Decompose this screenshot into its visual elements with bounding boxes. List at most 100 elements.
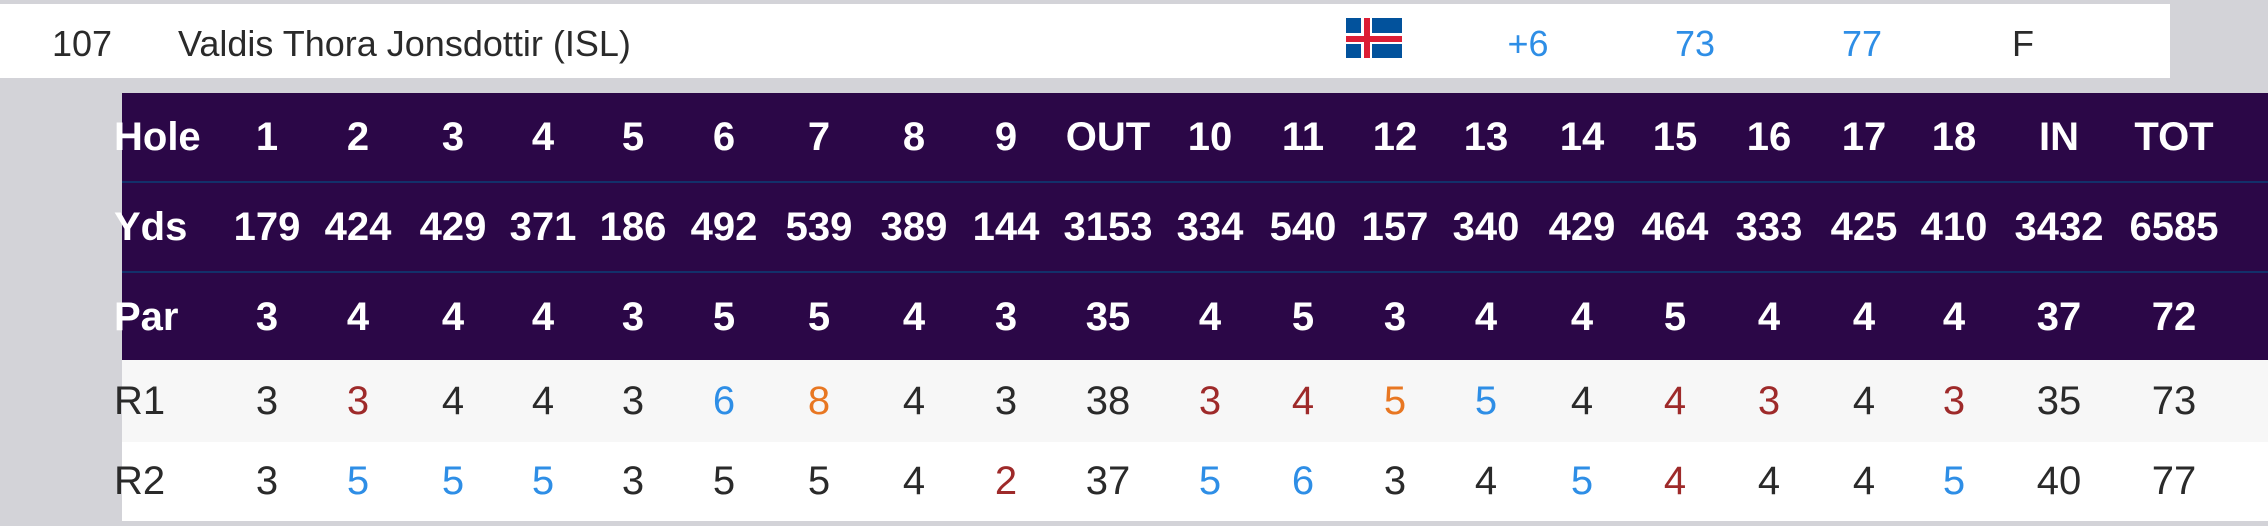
score-cell: 4 [1757, 459, 1781, 503]
iceland-flag-icon [1346, 18, 1402, 58]
score-cell: 4 [902, 459, 926, 503]
score-cell: 3 [346, 379, 370, 423]
player-round1-total: 73 [1674, 23, 1716, 64]
score-cell: 3432 [2014, 205, 2104, 249]
score-cell: 425 [1830, 205, 1898, 249]
scorecard: Hole 1 2 3 4 5 6 7 8 9 OUT 10 11 12 13 14 15 16 17 18 IN TOT Y… [114, 93, 2268, 521]
score-cell: 4 [1942, 295, 1966, 339]
score-cell: 5 [1474, 379, 1498, 423]
score-cell: 5 [1663, 295, 1687, 339]
row-label: R1 [114, 379, 166, 423]
score-cell: 186 [599, 205, 667, 249]
score-cell: 3 [1942, 379, 1966, 423]
scorecard-row-r2: R2 3 5 5 5 3 5 5 4 2 37 5 6 3 4 5 4 4 4 5 40 77 [114, 442, 2268, 521]
hole-header-cell: 3 [441, 115, 465, 159]
scorecard-row-r1: R1 3 3 4 4 3 6 8 4 3 38 3 4 5 5 4 4 3 4 3 35 73 [114, 360, 2268, 442]
score-cell: 6 [1291, 459, 1315, 503]
score-cell: 540 [1269, 205, 1337, 249]
score-cell: 5 [1198, 459, 1222, 503]
hole-header-cell: TOT [2134, 115, 2214, 159]
score-cell: 429 [1548, 205, 1616, 249]
hole-header-cell: 12 [1372, 115, 1418, 159]
score-cell: 5 [346, 459, 370, 503]
score-cell: 73 [2151, 379, 2197, 423]
row-label: Hole [114, 115, 201, 159]
hole-header-cell: 10 [1187, 115, 1233, 159]
score-cell: 4 [902, 379, 926, 423]
score-cell: 492 [690, 205, 758, 249]
score-cell: 429 [419, 205, 487, 249]
score-cell: 3 [994, 295, 1018, 339]
scorecard-row-yds: Yds 179 424 429 371 186 492 539 389 144 3153 334 540… [114, 183, 2268, 274]
score-cell: 179 [233, 205, 301, 249]
score-cell: 3 [621, 379, 645, 423]
score-cell: 35 [2036, 379, 2082, 423]
hole-header-cell: 1 [255, 115, 279, 159]
score-cell: 4 [1291, 379, 1315, 423]
score-cell: 371 [509, 205, 577, 249]
hole-header-cell: 17 [1841, 115, 1887, 159]
score-cell: 37 [2036, 295, 2082, 339]
hole-header-cell: 14 [1559, 115, 1605, 159]
hole-header-cell: 7 [807, 115, 831, 159]
score-cell: 3 [255, 295, 279, 339]
score-cell: 5 [531, 459, 555, 503]
score-cell: 4 [441, 379, 465, 423]
score-cell: 77 [2151, 459, 2197, 503]
score-cell: 5 [441, 459, 465, 503]
score-cell: 5 [1291, 295, 1315, 339]
score-cell: 5 [807, 295, 831, 339]
score-cell: 4 [1852, 379, 1876, 423]
player-row[interactable]: 107 Valdis Thora Jonsdottir (ISL) +6 73 … [0, 4, 2170, 78]
score-cell: 3 [1383, 295, 1407, 339]
hole-header-cell: 11 [1281, 115, 1325, 159]
score-cell: 464 [1641, 205, 1709, 249]
player-position: 107 [52, 23, 113, 64]
scorecard-row-par: Par 3 4 4 4 3 5 5 4 3 35 4 5 3 4 4 5 4 4 4 37 72 [114, 273, 2268, 361]
score-cell: 4 [531, 379, 555, 423]
score-cell: 340 [1452, 205, 1520, 249]
score-cell: 157 [1361, 205, 1429, 249]
player-name: Valdis Thora Jonsdottir (ISL) [178, 23, 631, 64]
score-cell: 333 [1735, 205, 1803, 249]
score-cell: 4 [1852, 295, 1876, 339]
score-cell: 4 [902, 295, 926, 339]
hole-header-cell: 9 [994, 115, 1018, 159]
score-cell: 4 [1663, 379, 1687, 423]
hole-header-cell: IN [2039, 115, 2079, 159]
score-cell: 5 [712, 295, 736, 339]
score-cell: 334 [1176, 205, 1244, 249]
score-cell: 3 [1757, 379, 1781, 423]
score-cell: 4 [1474, 459, 1498, 503]
score-cell: 4 [531, 295, 555, 339]
hole-header-cell: 15 [1652, 115, 1698, 159]
score-cell: 4 [1663, 459, 1687, 503]
hole-header-cell: 8 [902, 115, 926, 159]
score-cell: 5 [1570, 459, 1594, 503]
score-cell: 4 [1474, 295, 1498, 339]
hole-header-cell: 13 [1463, 115, 1509, 159]
score-cell: 40 [2036, 459, 2082, 503]
score-cell: 3 [255, 459, 279, 503]
score-cell: 539 [785, 205, 853, 249]
score-cell: 389 [880, 205, 948, 249]
hole-header-cell: OUT [1065, 115, 1151, 159]
score-cell: 72 [2151, 295, 2197, 339]
score-cell: 3 [1383, 459, 1407, 503]
player-status: F [2012, 23, 2034, 64]
row-label: R2 [114, 459, 166, 503]
row-label: Par [114, 295, 179, 339]
score-cell: 3 [1198, 379, 1222, 423]
score-cell: 6585 [2129, 205, 2219, 249]
score-cell: 5 [1383, 379, 1407, 423]
hole-header-cell: 2 [346, 115, 370, 159]
score-cell: 2 [994, 459, 1018, 503]
hole-header-cell: 16 [1746, 115, 1792, 159]
score-cell: 3 [621, 459, 645, 503]
score-cell: 3 [255, 379, 279, 423]
score-cell: 8 [807, 379, 831, 423]
score-cell: 3 [621, 295, 645, 339]
score-cell: 3153 [1063, 205, 1153, 249]
score-cell: 37 [1085, 459, 1131, 503]
score-cell: 4 [441, 295, 465, 339]
